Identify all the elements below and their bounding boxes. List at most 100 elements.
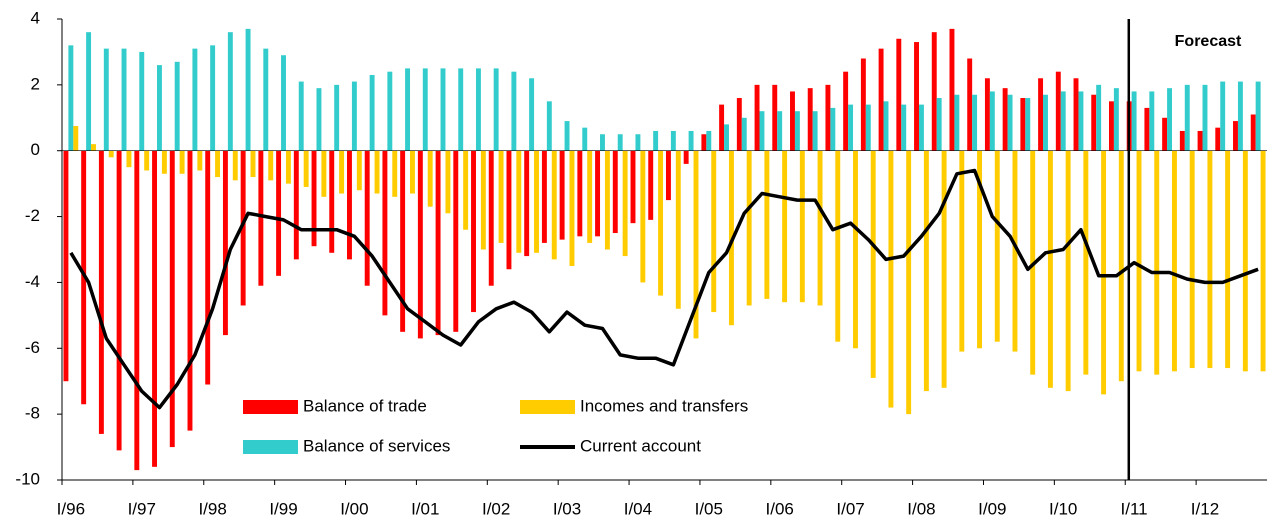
bar (435, 150, 441, 336)
bar (227, 32, 233, 151)
bar (546, 101, 552, 151)
bar (250, 150, 256, 178)
x-tick-label: I/09 (978, 499, 1006, 518)
x-tick-label: I/04 (624, 499, 652, 518)
bar (1007, 94, 1013, 151)
bar (764, 150, 770, 299)
bar (268, 150, 274, 181)
bar (1237, 81, 1243, 151)
bar (511, 71, 517, 151)
bar (311, 150, 317, 247)
bar (635, 134, 641, 151)
bar (298, 81, 304, 151)
bar (210, 45, 216, 151)
bar (86, 32, 92, 151)
bar (936, 98, 942, 151)
bar (843, 71, 849, 151)
bar (1091, 94, 1097, 151)
bar (559, 150, 565, 240)
bar (139, 51, 145, 151)
bar (232, 150, 238, 181)
bar (1043, 94, 1048, 151)
bar (205, 150, 211, 385)
bar (701, 134, 707, 151)
bar (711, 150, 717, 313)
bar (498, 150, 504, 243)
bar (622, 150, 628, 257)
bar (258, 150, 264, 286)
bar (1207, 150, 1213, 369)
bar (1025, 98, 1031, 151)
bar (179, 150, 185, 174)
bar (883, 101, 889, 151)
bar (339, 150, 345, 194)
bar (1184, 84, 1190, 151)
legend-swatch (243, 400, 298, 414)
bar (400, 150, 406, 332)
bar (63, 150, 69, 382)
bar (293, 150, 299, 260)
bar (870, 150, 876, 378)
bar (1065, 150, 1071, 392)
bar (68, 45, 74, 151)
bar (569, 150, 575, 266)
bar (392, 150, 398, 197)
bar (994, 150, 1000, 342)
bar (1167, 88, 1172, 151)
bar (1179, 130, 1185, 151)
bar (1038, 78, 1044, 151)
bar (878, 48, 884, 151)
bar (648, 150, 654, 220)
legend-label: Balance of trade (303, 396, 427, 415)
bar (670, 130, 676, 151)
bar (865, 104, 871, 151)
bar (303, 150, 309, 187)
bar (405, 68, 411, 151)
bar (1131, 91, 1137, 151)
bar (746, 150, 752, 306)
bar (759, 111, 765, 151)
bar (240, 150, 246, 306)
bar (144, 150, 150, 171)
bar (126, 150, 132, 168)
bar (453, 150, 459, 332)
x-tick-label: I/97 (128, 499, 156, 518)
bar (458, 68, 464, 151)
bar (387, 71, 393, 151)
bar (356, 150, 362, 191)
bar (1233, 121, 1238, 151)
bar (1060, 91, 1066, 151)
bar (541, 150, 547, 243)
bar (493, 68, 499, 151)
x-tick-label: I/99 (269, 499, 297, 518)
bar (790, 91, 795, 151)
bar (369, 74, 375, 151)
legend-label: Current account (580, 436, 701, 455)
bar (949, 28, 955, 151)
bar (463, 150, 469, 230)
bar (215, 150, 221, 178)
y-tick-label: -8 (25, 404, 40, 423)
bar (1096, 84, 1102, 151)
bar (600, 134, 605, 151)
bar (860, 58, 866, 151)
bar (577, 150, 583, 237)
bar (665, 150, 671, 201)
x-tick-label: I/01 (411, 499, 439, 518)
bar (736, 98, 742, 151)
x-tick-label: I/11 (1121, 499, 1148, 518)
bar (1020, 98, 1026, 151)
bar (914, 42, 919, 151)
legend-label: Incomes and transfers (580, 396, 748, 415)
bar (471, 150, 476, 313)
bar (1113, 88, 1119, 151)
bar (564, 121, 570, 151)
bar (967, 58, 973, 151)
bar (741, 117, 747, 151)
y-tick-label: 4 (31, 8, 40, 27)
bar (888, 150, 894, 408)
legend-label: Balance of services (303, 436, 450, 455)
bar (524, 150, 530, 257)
